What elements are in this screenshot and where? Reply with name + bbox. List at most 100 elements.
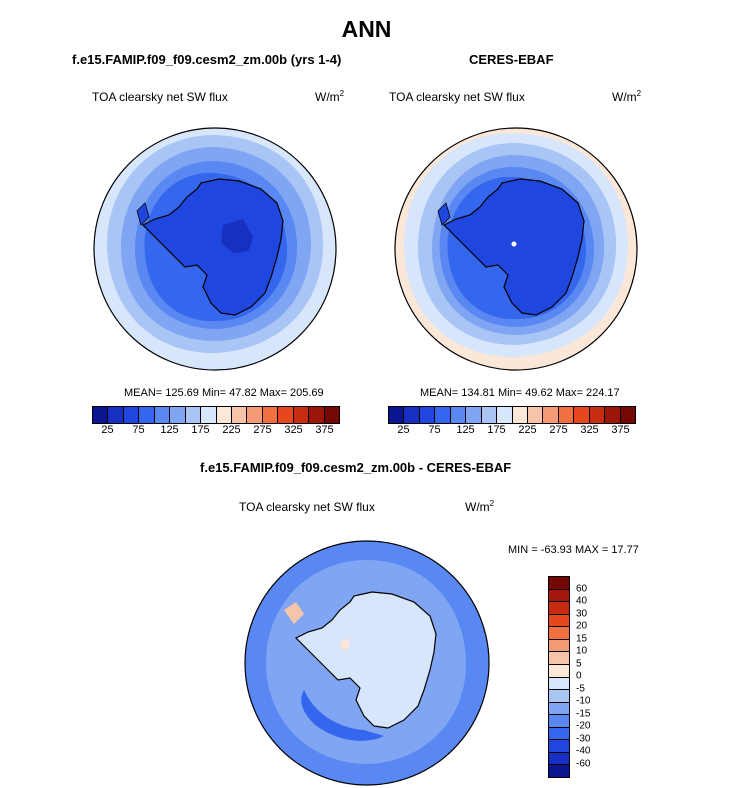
model-colorbar-swatches	[92, 406, 340, 424]
obs-colorbar-swatch	[574, 407, 590, 423]
diff-colorbar-swatch	[549, 702, 569, 716]
model-colorbar-swatch	[309, 407, 325, 423]
obs-colorbar-swatch	[466, 407, 482, 423]
diff-map-negative-patch	[301, 690, 384, 741]
model-colorbar-tick-label: 75	[132, 424, 145, 436]
diff-colorbar-tick-label: -5	[576, 683, 585, 694]
obs-colorbar-swatch	[620, 407, 635, 423]
obs-colorbar-tick-label: 275	[549, 424, 568, 436]
model-colorbar-swatch	[231, 407, 248, 423]
obs-variable-label: TOA clearsky net SW flux	[389, 90, 525, 104]
obs-colorbar-swatch	[605, 407, 621, 423]
obs-colorbar-tick-label: 75	[428, 424, 441, 436]
diff-units-label: W/m2	[465, 499, 495, 514]
diff-colorbar-swatch	[549, 740, 569, 753]
diff-colorbar-tick-label: 0	[576, 670, 582, 682]
obs-colorbar-tick-label: 375	[611, 424, 630, 436]
obs-colorbar-swatch	[558, 407, 575, 423]
obs-antarctica-outline	[442, 178, 585, 316]
obs-pole-marker	[511, 241, 517, 247]
obs-colorbar-tick-label: 25	[397, 424, 410, 436]
obs-colorbar-swatch	[527, 407, 544, 423]
diff-colorbar-swatches	[548, 576, 570, 778]
diff-panel-title: f.e15.FAMIP.f09_f09.cesm2_zm.00b - CERES…	[200, 460, 512, 475]
diff-colorbar-tick-label: -40	[576, 745, 591, 757]
obs-colorbar-swatch	[543, 407, 559, 423]
diff-colorbar-swatch	[549, 664, 569, 678]
obs-peninsula	[437, 202, 451, 226]
diff-colorbar-tick-label: -20	[576, 720, 591, 732]
model-colorbar-swatch	[123, 407, 140, 423]
diff-colorbar-swatch	[549, 589, 569, 603]
diff-colorbar-swatch	[549, 677, 569, 691]
model-colorbar-swatch	[139, 407, 155, 423]
model-colorbar-tick-label: 225	[222, 424, 241, 436]
diff-colorbar-swatch	[549, 627, 569, 640]
obs-colorbar-ticks: 25 75 125 175 225 275 325 375	[388, 424, 636, 438]
diff-colorbar-tick-label: -60	[576, 758, 591, 769]
obs-colorbar-swatch	[389, 407, 405, 423]
diff-colorbar-swatch	[549, 752, 569, 766]
figure-title: ANN	[341, 16, 392, 42]
diff-colorbar-tick-label: 60	[576, 583, 588, 594]
model-colorbar-swatch	[278, 407, 294, 423]
diff-colorbar-tick-label: -10	[576, 695, 591, 707]
model-colorbar-swatch	[324, 407, 339, 423]
diff-colorbar-swatch	[549, 602, 569, 615]
obs-colorbar-swatch	[404, 407, 420, 423]
model-peninsula	[136, 202, 150, 226]
model-colorbar-tick-label: 25	[101, 424, 114, 436]
model-colorbar-swatch	[108, 407, 124, 423]
model-colorbar-swatch	[216, 407, 232, 423]
diff-colorbar-tick-label: -15	[576, 708, 591, 719]
obs-colorbar-swatch	[589, 407, 606, 423]
obs-colorbar-swatch	[450, 407, 467, 423]
model-variable-label: TOA clearsky net SW flux	[92, 90, 228, 104]
model-colorbar-swatch	[247, 407, 263, 423]
diff-colorbar-swatch	[549, 614, 569, 628]
diff-colorbar-tick-label: 20	[576, 620, 588, 632]
obs-map-border	[394, 127, 638, 371]
obs-colorbar-tick-label: 325	[580, 424, 599, 436]
obs-colorbar-tick-label: 225	[518, 424, 537, 436]
model-units-label: W/m2	[315, 89, 345, 104]
model-colorbar-tick-label: 325	[284, 424, 303, 436]
model-stats: MEAN= 125.69 Min= 47.82 Max= 205.69	[124, 387, 324, 399]
diff-colorbar-swatch	[549, 652, 569, 665]
model-colorbar-tick-label: 375	[315, 424, 334, 436]
diff-colorbar-swatch	[549, 639, 569, 653]
obs-units-label: W/m2	[612, 89, 642, 104]
diff-colorbar-swatch	[549, 577, 569, 590]
obs-colorbar: 25 75 125 175 225 275 325 375	[388, 406, 636, 438]
obs-colorbar-swatch	[481, 407, 498, 423]
model-colorbar-ticks: 25 75 125 175 225 275 325 375	[92, 424, 340, 438]
model-panel-title: f.e15.FAMIP.f09_f09.cesm2_zm.00b (yrs 1-…	[72, 52, 342, 67]
obs-colorbar-swatch	[497, 407, 513, 423]
diff-map-border	[244, 540, 490, 786]
model-antarctica-outline	[141, 178, 284, 316]
obs-colorbar-swatch	[512, 407, 528, 423]
model-colorbar: 25 75 125 175 225 275 325 375	[92, 406, 340, 438]
model-colorbar-tick-label: 125	[160, 424, 179, 436]
diff-stats: MIN = -63.93 MAX = 17.77	[508, 544, 639, 556]
diff-colorbar-tick-label: 10	[576, 645, 588, 657]
obs-colorbar-swatch	[435, 407, 451, 423]
model-colorbar-tick-label: 175	[191, 424, 210, 436]
obs-panel-title: CERES-EBAF	[469, 52, 554, 67]
obs-colorbar-tick-label: 125	[456, 424, 475, 436]
diff-colorbar-swatch	[549, 715, 569, 728]
diff-colorbar: 60 40 30 20 15 10 5 0 -5 -10 -15 -20 -30 -40 -60	[548, 576, 608, 778]
obs-colorbar-swatches	[388, 406, 636, 424]
model-colorbar-swatch	[154, 407, 171, 423]
model-plateau-region	[221, 219, 253, 253]
diff-colorbar-swatch	[549, 690, 569, 703]
model-colorbar-swatch	[201, 407, 217, 423]
diff-colorbar-tick-label: -30	[576, 733, 591, 744]
diff-colorbar-tick-label: 5	[576, 658, 582, 669]
diff-variable-label: TOA clearsky net SW flux	[239, 500, 375, 514]
obs-polar-map	[394, 127, 638, 371]
model-colorbar-swatch	[93, 407, 109, 423]
model-map-border	[93, 127, 337, 371]
diff-polar-map	[244, 540, 490, 786]
model-polar-map	[93, 127, 337, 371]
